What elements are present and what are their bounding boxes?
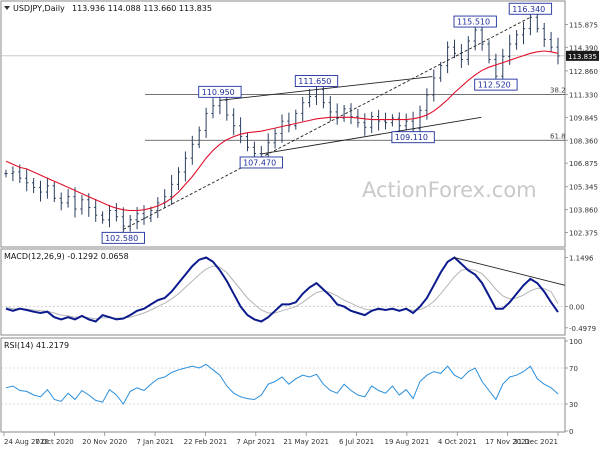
label-110950: 110.950	[198, 85, 242, 98]
price-tick-label: 105.345	[569, 184, 598, 192]
price-tick-label: 111.330	[569, 91, 598, 99]
macd-tick-label: 0.00	[569, 304, 585, 312]
rsi-line	[5, 363, 559, 405]
rsi-tick-label: 100	[569, 338, 582, 346]
time-tick-label: 7 Jan 2021	[136, 438, 174, 446]
price-tick-label: 108.360	[569, 137, 598, 145]
macd-series	[1, 256, 566, 323]
price-tick-label: 102.375	[569, 230, 598, 238]
label-115510: 115.510	[453, 15, 497, 28]
channel-upper-line	[219, 76, 433, 101]
ohlc-values: 113.936 114.088 113.660 113.835	[72, 4, 212, 13]
rsi-panel-title: RSI(14) 41.2179	[4, 341, 69, 350]
trendlines	[123, 16, 531, 230]
label-111650-box	[294, 75, 339, 87]
rsi-tick-label: 70	[569, 365, 578, 373]
price-axis: 115.875 114.390 112.860 111.330 109.845 108.3…	[565, 21, 599, 238]
fib-61-label: 61.8	[550, 132, 566, 140]
label-112520: 112.520	[474, 78, 518, 91]
time-tick-label: 24 Aug 2020	[4, 438, 49, 446]
time-tick-label: 4 Oct 2021	[438, 438, 477, 446]
label-102580: 102.580	[101, 231, 145, 244]
time-tick-label: 6 Jul 2021	[339, 438, 374, 446]
time-tick-label: 17 Nov 2021	[485, 438, 530, 446]
swing-labels: 102.580 110.950 107.470 111.650 109.110 115.5…	[101, 2, 553, 244]
label-112520-text: 112.520	[478, 81, 511, 90]
label-107470-box	[239, 156, 283, 169]
price-tick-label: 112.860	[569, 68, 598, 76]
label-116340-box	[508, 2, 553, 15]
label-115510-box	[453, 15, 497, 28]
price-tick-label: 114.390	[569, 44, 598, 52]
label-109110-text: 109.110	[395, 133, 428, 142]
label-110950-box	[198, 85, 242, 98]
last-price-tag	[566, 50, 599, 61]
label-110950-text: 110.950	[202, 88, 235, 97]
label-109110: 109.110	[391, 131, 435, 144]
time-tick-label: 20 Nov 2020	[82, 438, 127, 446]
label-111650: 111.650	[294, 75, 339, 87]
macd-panel-frame	[0, 248, 566, 336]
fib-38-label: 38.2	[550, 86, 566, 94]
price-tick-label: 109.845	[569, 114, 598, 122]
macd-divergence-line	[454, 257, 566, 286]
sma-line	[5, 50, 559, 212]
macd-axis: 1.1496 0.00 -0.4979	[565, 255, 596, 333]
price-header: USDJPY,Daily 113.936 114.088 113.660 113…	[4, 4, 212, 13]
label-102580-text: 102.580	[105, 234, 138, 243]
collapse-triangle-icon[interactable]	[4, 6, 10, 10]
time-tick-label: 7 Apr 2021	[236, 438, 275, 446]
label-107470-text: 107.470	[243, 158, 276, 167]
last-price-tag-text: 113.835	[568, 53, 597, 61]
time-tick-label: 22 Feb 2021	[184, 438, 228, 446]
label-102580-box	[101, 231, 145, 244]
time-tick-label: 31 Dec 2021	[513, 438, 558, 446]
channel-lower-line	[261, 116, 482, 155]
label-116340-text: 116.340	[512, 5, 545, 14]
panel-frames	[0, 0, 566, 433]
macd-tick-label: 1.1496	[569, 255, 594, 263]
long-term-support-dashed-line	[123, 16, 531, 230]
time-tick-label: 7 Oct 2020	[35, 438, 74, 446]
rsi-axis: 100 70 30 0	[565, 338, 582, 436]
label-116340: 116.340	[508, 2, 553, 15]
rsi-panel-frame	[0, 337, 566, 433]
label-109110-box	[391, 131, 435, 144]
label-107470: 107.470	[239, 156, 283, 169]
rsi-tick-label: 30	[569, 401, 578, 409]
price-panel-frame	[0, 0, 566, 248]
sma-series	[5, 50, 559, 212]
price-tick-label: 103.860	[569, 207, 598, 215]
label-111650-text: 111.650	[298, 77, 331, 86]
label-112520-box	[474, 78, 518, 91]
symbol-timeframe-label: USDJPY,Daily	[13, 4, 65, 13]
macd-panel-title: MACD(12,26,9) -0.1292 0.0658	[4, 252, 129, 261]
rsi-tick-label: 0	[569, 428, 573, 436]
time-tick-label: 19 Aug 2021	[384, 438, 429, 446]
time-tick-label: 21 May 2021	[283, 438, 329, 446]
price-tick-label: 106.875	[569, 160, 598, 168]
macd-line	[5, 256, 559, 323]
watermark: ActionForex.com	[362, 178, 537, 202]
macd-tick-label: -0.4979	[569, 325, 596, 333]
rsi-series	[1, 363, 565, 405]
price-tick-label: 115.875	[569, 21, 598, 29]
label-115510-text: 115.510	[457, 18, 490, 27]
